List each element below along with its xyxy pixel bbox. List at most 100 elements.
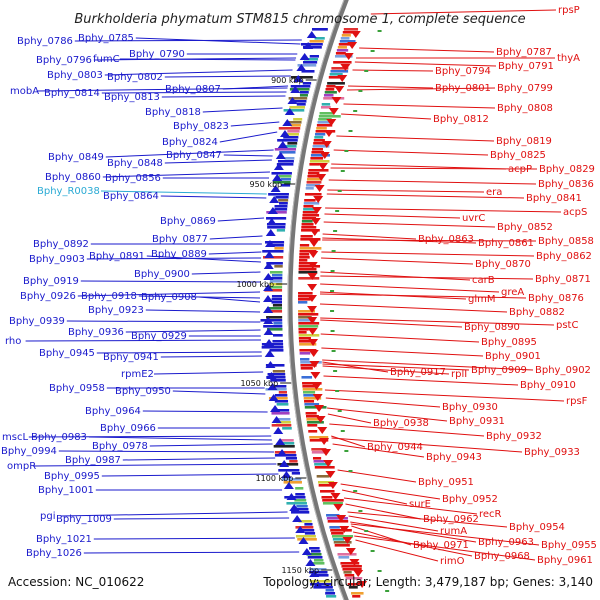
minus-feature	[304, 193, 322, 196]
gene-label-minus: Bphy_0836	[538, 179, 594, 190]
minus-feature	[298, 328, 309, 331]
minus-feature	[299, 250, 317, 253]
connector-line-minus	[320, 283, 500, 293]
minus-feature	[312, 148, 323, 151]
backbone-arc	[287, 0, 349, 600]
plus-strand-arrow	[263, 328, 274, 335]
connector-line-plus	[58, 450, 275, 453]
plus-feature	[309, 562, 325, 565]
minus-strand-arrow	[345, 548, 356, 555]
minus-feature	[316, 127, 327, 130]
plus-feature	[279, 202, 288, 205]
connector-line-plus	[77, 291, 261, 297]
connector-line-minus	[331, 435, 366, 448]
track-marker	[335, 390, 340, 392]
minus-feature	[299, 244, 310, 247]
gene-label-plus: Bphy_0786	[17, 36, 73, 47]
minus-strand-arrow	[321, 141, 332, 148]
minus-feature	[313, 139, 325, 142]
gene-label-plus: mobA	[10, 86, 39, 97]
track-marker	[377, 30, 382, 32]
minus-feature	[319, 112, 335, 115]
gene-label-minus: Bphy_0931	[449, 416, 505, 427]
plus-strand-arrow	[271, 416, 282, 423]
minus-feature	[306, 415, 319, 418]
minus-feature	[304, 403, 320, 406]
minus-feature	[327, 520, 349, 523]
minus-feature	[341, 34, 351, 37]
gene-label-plus: Bphy_0824	[162, 137, 218, 148]
minus-feature	[314, 133, 326, 136]
scale-ticks: 900 kbp 950 kbp 1000 kbp 1050 kbp 1100 kbp 11…	[236, 76, 333, 575]
connector-line-plus	[125, 329, 261, 333]
plus-strand-arrow	[296, 64, 307, 71]
connector-line-plus	[223, 154, 273, 157]
minus-feature	[305, 412, 317, 415]
plus-feature	[313, 559, 324, 562]
plus-feature	[282, 442, 295, 445]
gene-label-minus: Bphy_0962	[423, 514, 479, 525]
track-marker	[344, 150, 349, 152]
connector-line-minus	[327, 413, 372, 424]
connector-line-minus	[322, 365, 450, 375]
minus-feature	[304, 400, 315, 403]
minus-feature	[329, 526, 340, 529]
track-marker	[358, 90, 363, 92]
connector-line-minus	[333, 149, 489, 156]
track-marker	[340, 170, 345, 172]
gene-label-plus: Bphy_0823	[173, 121, 229, 132]
gene-label-plus: Bphy_0918	[81, 291, 137, 302]
plus-feature	[314, 37, 325, 40]
gene-label-plus: Bphy_0818	[145, 107, 201, 118]
plus-strand-arrow	[289, 504, 300, 511]
plus-strand-arrow	[306, 31, 317, 38]
connector-line-plus	[122, 457, 276, 461]
plus-strand-arrow	[270, 405, 281, 412]
minus-strand-arrow	[331, 97, 342, 104]
connector-line-minus	[322, 239, 537, 242]
minus-feature	[301, 220, 313, 223]
minus-strand-arrow	[319, 438, 330, 445]
gene-label-minus: Bphy_0876	[528, 293, 584, 304]
minus-feature	[342, 31, 357, 34]
minus-feature	[326, 517, 348, 520]
plus-feature	[269, 283, 283, 286]
plus-strand-arrow	[273, 163, 284, 170]
minus-feature	[307, 172, 320, 175]
minus-strand-arrow	[307, 284, 318, 291]
plus-feature	[280, 178, 292, 181]
plus-strand-arrow	[284, 108, 295, 115]
gene-label-plus: Bphy_0908	[141, 292, 197, 303]
plus-feature	[309, 40, 324, 43]
gene-label-minus: surE	[409, 499, 431, 510]
plus-feature	[290, 76, 313, 79]
minus-strand-arrow	[307, 317, 318, 324]
plus-feature	[282, 427, 292, 430]
minus-feature	[318, 115, 341, 118]
connector-line-plus	[160, 195, 267, 199]
connector-line-plus	[104, 69, 293, 76]
plus-strand-arrow	[287, 97, 298, 104]
minus-feature	[306, 418, 321, 421]
minus-strand-arrow	[307, 262, 318, 269]
minus-feature	[323, 94, 334, 97]
gene-label-minus: Bphy_0858	[538, 236, 594, 247]
plus-feature	[291, 472, 301, 475]
plus-feature	[269, 280, 283, 283]
connector-line-plus	[135, 37, 301, 45]
gene-label-minus: Bphy_0961	[537, 555, 593, 566]
minus-feature	[330, 529, 352, 532]
gene-label-minus: Bphy_0791	[498, 61, 554, 72]
tick-label: 1000 kbp	[236, 280, 274, 289]
plus-feature	[285, 145, 297, 148]
gene-label-plus: Bphy_0848	[107, 158, 163, 169]
minus-feature	[298, 331, 307, 334]
gene-label-plus: Bphy_0802	[107, 72, 163, 83]
minus-strand-arrow	[342, 537, 353, 544]
plus-feature	[325, 589, 334, 592]
plus-feature	[274, 148, 297, 151]
track-marker	[348, 470, 353, 472]
gene-label-plus: Bphy_0869	[160, 216, 216, 227]
minus-feature	[310, 157, 324, 160]
plus-strand-arrow	[263, 262, 274, 269]
